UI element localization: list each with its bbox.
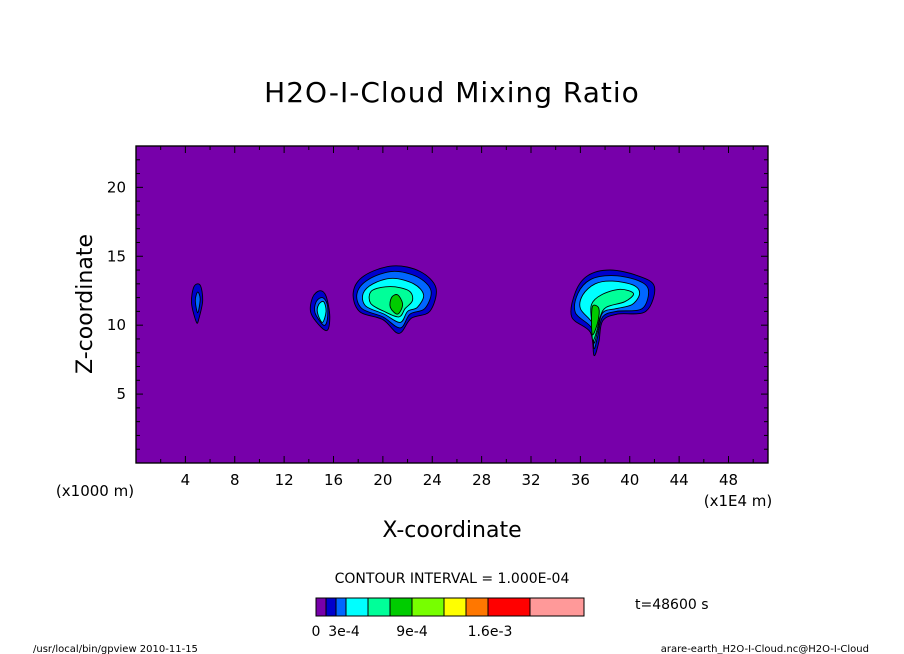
x-unit-label: (x1E4 m) [704,492,773,510]
contour-interval-label: CONTOUR INTERVAL = 1.000E-04 [335,571,570,587]
x-tick-label: 24 [423,471,442,489]
x-tick-label: 20 [373,471,392,489]
x-tick-label: 12 [275,471,294,489]
y-axis-ticks: 5 10 15 20 [107,159,768,450]
x-tick-label: 4 [181,471,191,489]
colorbar-swatch [411,597,445,617]
colorbar-swatch [315,597,327,617]
x-tick-label: 40 [620,471,639,489]
cloud-contour-3-level-3 [590,288,634,342]
colorbar-swatch [529,597,585,617]
y-unit-label: (x1000 m) [56,482,134,500]
x-tick-label: 8 [230,471,240,489]
colorbar-swatch [465,597,489,617]
colorbar-label: 0 [312,624,321,640]
cloud-contour-0-level-1 [194,291,201,314]
colorbar-swatch [345,597,369,617]
x-tick-label: 16 [324,471,343,489]
colorbar-swatch [487,597,531,617]
colorbar-label: 3e-4 [328,624,360,640]
x-tick-label: 48 [719,471,738,489]
cloud-contours [190,265,656,357]
y-axis-label: Z-coordinate [73,234,98,374]
footer-right: arare-earth_H2O-I-Cloud.nc@H2O-I-Cloud [661,644,869,654]
time-label: t=48600 s [635,597,709,613]
colorbar-labels: 0 3e-4 9e-4 1.6e-3 [312,624,513,640]
y-tick-label: 20 [107,178,126,196]
colorbar-label: 9e-4 [396,624,428,640]
y-tick-label: 5 [116,385,126,403]
colorbar-swatch [367,597,391,617]
footer-left: /usr/local/bin/gpview 2010-11-15 [33,644,198,654]
cloud-contour-2-level-4 [389,294,404,315]
y-tick-label: 10 [107,316,126,334]
plot-frame [135,145,769,464]
colorbar-label: 1.6e-3 [468,624,513,640]
chart-title: H2O-I-Cloud Mixing Ratio [264,76,640,109]
x-tick-label: 44 [670,471,689,489]
cloud-contour-1-level-2 [316,300,327,323]
x-axis-label: X-coordinate [382,518,521,543]
colorbar-swatch [443,597,467,617]
cloud-contour-3-level-4 [591,304,600,336]
colorbar [315,597,585,617]
x-tick-label: 36 [571,471,590,489]
x-tick-label: 32 [521,471,540,489]
x-axis-ticks: 4 8 12 16 20 24 28 32 36 40 44 48 [160,146,754,489]
y-tick-label: 15 [107,247,126,265]
colorbar-swatch [389,597,413,617]
plot-background [135,145,769,464]
colorbar-swatch [325,597,337,617]
colorbar-swatch [335,597,347,617]
x-tick-label: 28 [472,471,491,489]
